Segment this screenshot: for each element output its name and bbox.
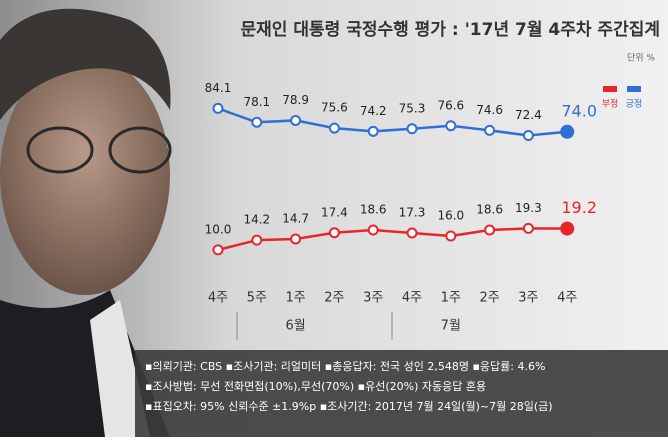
point [251,234,263,246]
point [367,224,379,236]
month-label: 7월 [441,319,461,334]
value-label: 74.0 [561,101,597,120]
point [367,125,379,137]
value-label: 18.6 [476,202,503,216]
notes-box [135,350,668,437]
point [484,224,496,236]
point [328,227,340,239]
value-label: 16.0 [437,209,464,223]
point [290,114,302,126]
value-label: 14.7 [282,212,309,226]
legend-swatch [627,86,641,92]
point [445,230,457,242]
note: ▪의뢰기관: CBS ▪조사기관: 리얼미터 ▪총응답자: 전국 성인 2,54… [145,359,545,373]
x-tick-label: 4주 [402,291,422,306]
unit-label: 단위 % [627,53,655,64]
value-label: 17.3 [399,205,426,219]
value-label: 78.1 [243,95,270,109]
value-label: 14.2 [243,213,270,227]
point [290,233,302,245]
value-label: 74.2 [360,104,387,118]
note: ▪조사방법: 무선 전화면접(10%),무선(70%) ▪유선(20%) 자동응… [145,380,486,393]
legend-label: 부정 [602,99,619,110]
value-label: 19.3 [515,201,542,215]
x-tick-label: 1주 [285,291,305,306]
point [406,227,418,239]
x-tick-label: 5주 [247,291,267,306]
x-tick-label: 3주 [518,291,538,306]
point [212,244,224,256]
point [328,122,340,134]
x-tick-label: 2주 [479,291,499,306]
point [406,123,418,135]
point [560,221,575,236]
x-tick-label: 4주 [557,291,577,306]
x-tick-label: 1주 [441,291,461,306]
value-label: 10.0 [205,222,232,236]
month-label: 6월 [285,319,305,334]
value-label: 17.4 [321,205,348,219]
point [560,124,575,139]
value-label: 72.4 [515,108,542,122]
x-tick-label: 2주 [324,291,344,306]
chart-title: 문재인 대통령 국정수행 평가 : '17년 7월 4주차 주간집계 [241,19,660,40]
series-line [217,227,568,252]
point [251,116,263,128]
value-label: 78.9 [282,93,309,107]
value-label: 75.6 [321,101,348,115]
point [445,120,457,132]
series-line [217,107,568,137]
point [212,102,224,114]
point [522,129,534,141]
point [484,124,496,136]
x-tick-label: 4주 [208,291,228,306]
point [522,222,534,234]
value-label: 84.1 [205,81,232,95]
x-tick-label: 3주 [363,291,383,306]
value-label: 76.6 [437,98,464,112]
portrait [0,8,172,437]
note: ▪표집오차: 95% 신뢰수준 ±1.9%p ▪조사기간: 2017년 7월 2… [145,399,553,413]
legend-swatch [603,86,617,92]
legend-label: 긍정 [626,99,643,110]
value-label: 19.2 [561,198,597,217]
value-label: 75.3 [399,101,426,115]
value-label: 18.6 [360,202,387,216]
value-label: 74.6 [476,103,503,117]
